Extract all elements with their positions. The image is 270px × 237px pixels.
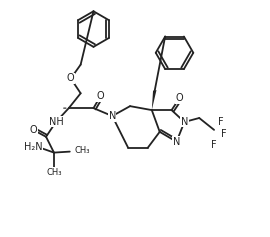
Text: F: F (218, 117, 224, 127)
Text: O: O (97, 91, 104, 101)
Text: O: O (176, 93, 183, 103)
Polygon shape (152, 90, 157, 110)
Text: N: N (173, 137, 180, 147)
Text: O: O (29, 125, 37, 135)
Text: O: O (67, 73, 75, 83)
Text: H₂N: H₂N (24, 142, 42, 152)
Text: CH₃: CH₃ (46, 168, 62, 177)
Text: N: N (181, 117, 188, 127)
Text: NH: NH (49, 117, 63, 127)
Text: CH₃: CH₃ (75, 146, 90, 155)
Text: F: F (211, 140, 217, 150)
Text: F: F (221, 129, 227, 139)
Text: N: N (109, 111, 116, 121)
